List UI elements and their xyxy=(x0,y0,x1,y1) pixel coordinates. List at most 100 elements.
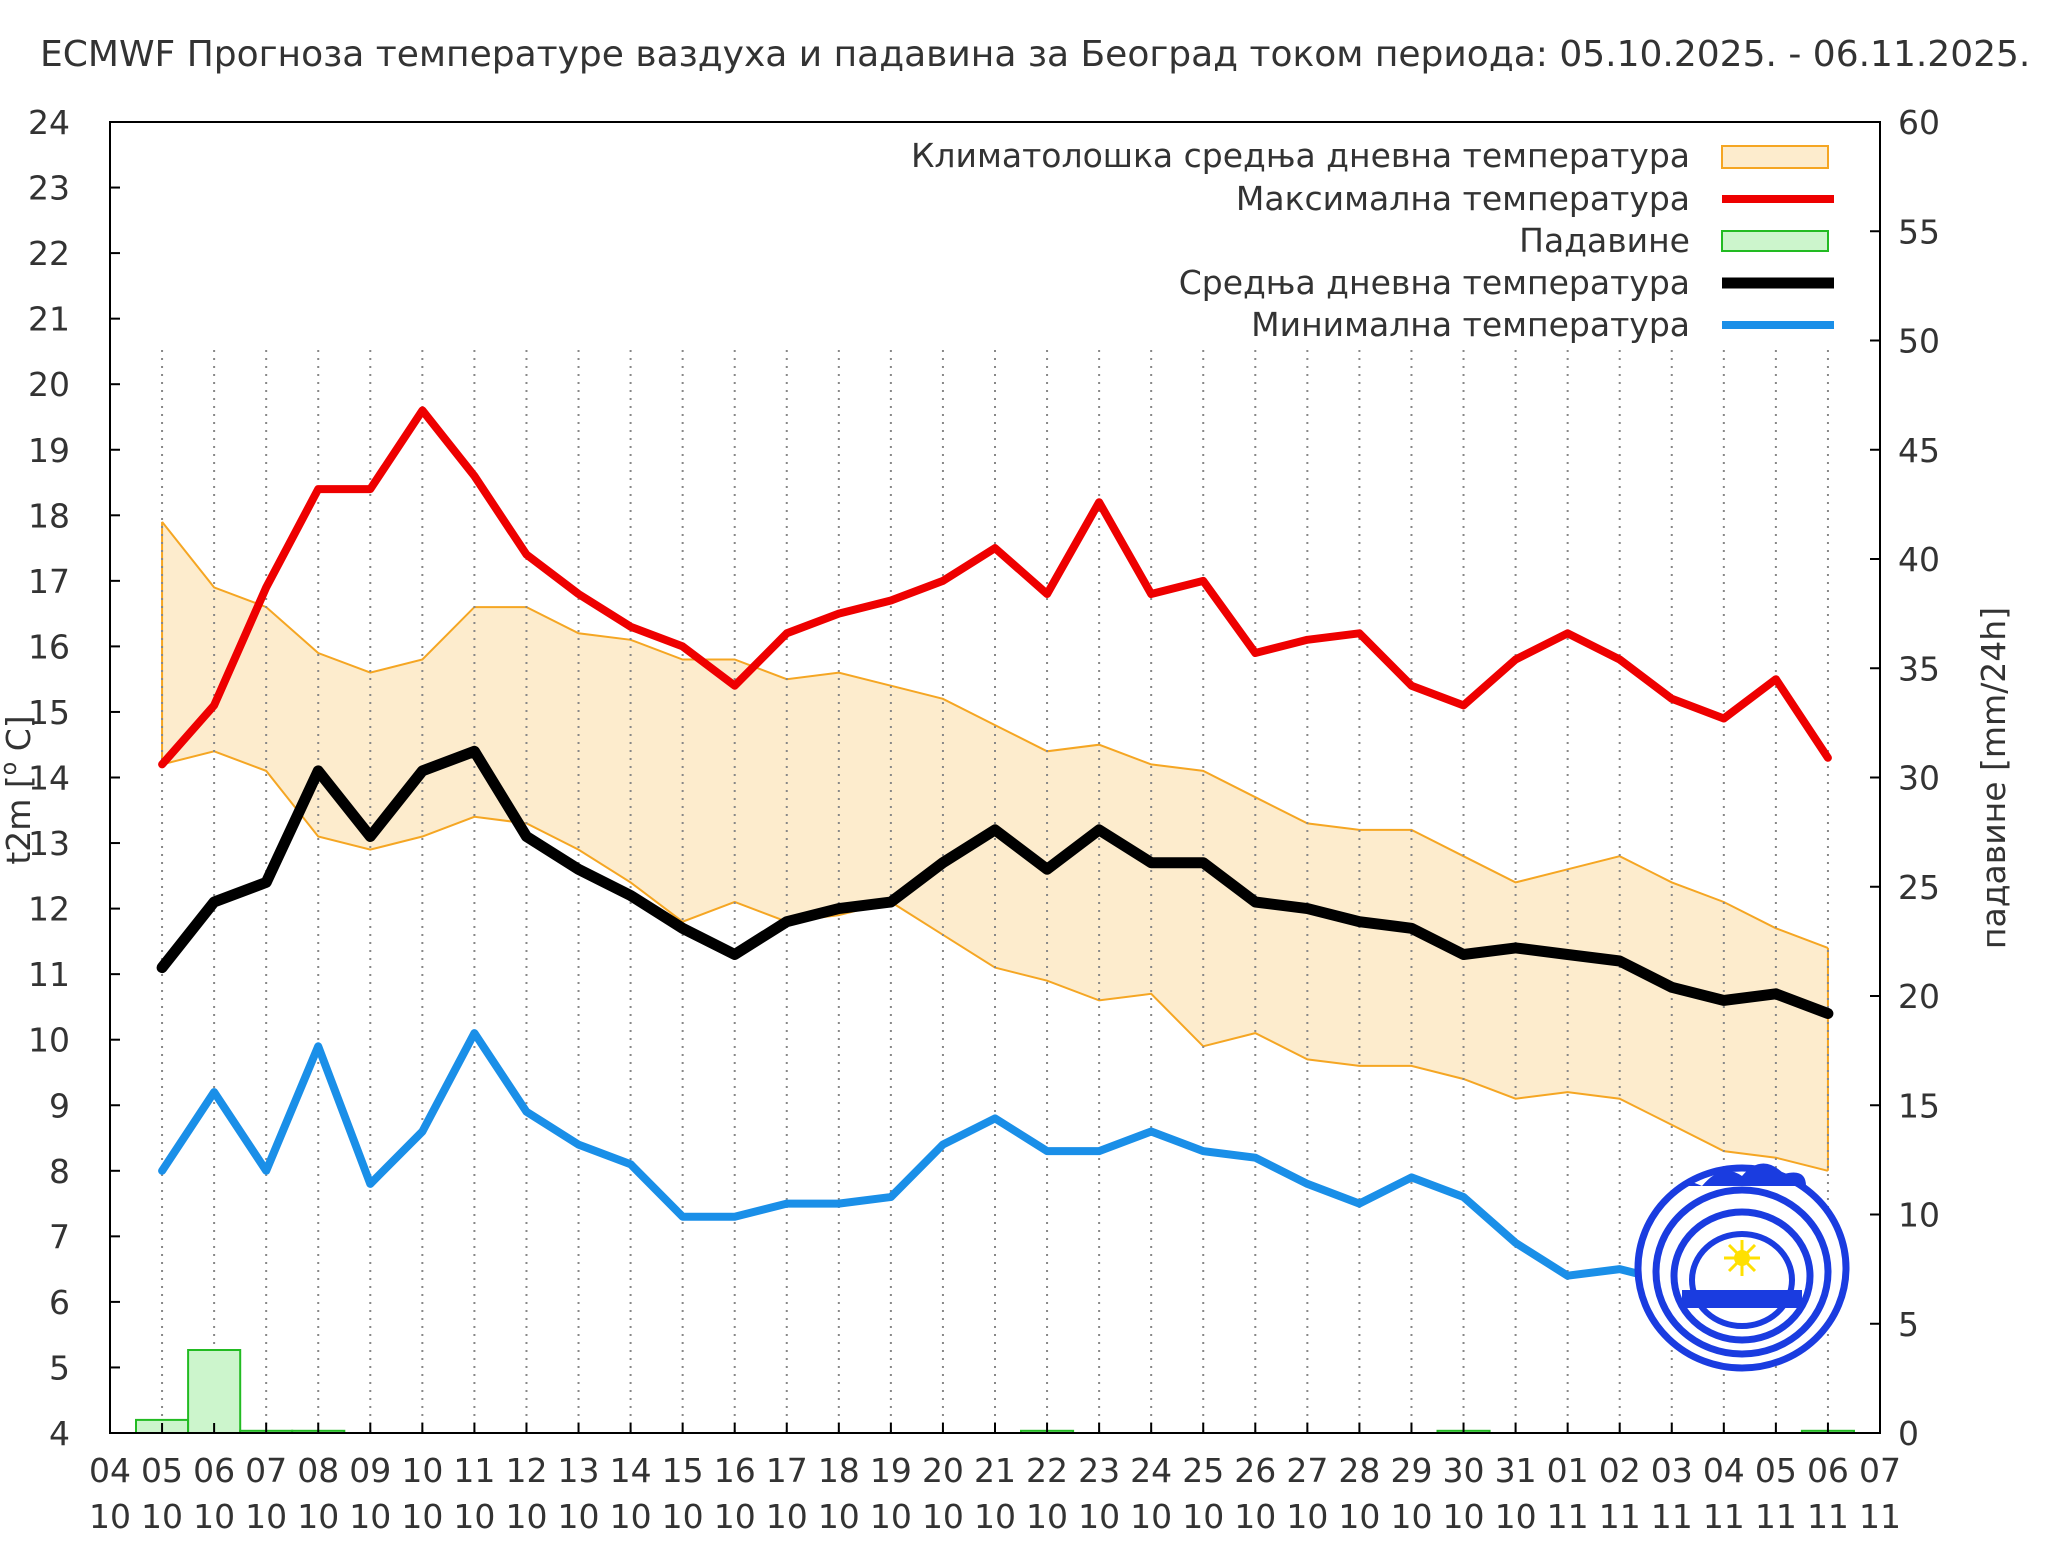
x-tick-label-month: 10 xyxy=(922,1497,964,1536)
y-tick-label: 14 xyxy=(28,759,70,798)
x-tick-label-month: 10 xyxy=(558,1497,600,1536)
x-tick-label-day: 02 xyxy=(1599,1451,1641,1490)
x-tick-label-month: 11 xyxy=(1755,1497,1797,1536)
tmax-line xyxy=(158,406,1832,769)
x-tick-label-day: 16 xyxy=(714,1451,756,1490)
left-axis: 4 5 6 7 8 9 10 11 12 13 14 15 16 17 18 19 20 21 22 23 24 xyxy=(28,103,120,1453)
x-tick-label-day: 24 xyxy=(1130,1451,1172,1490)
x-tick-label-month: 10 xyxy=(766,1497,808,1536)
y-tick-label: 10 xyxy=(28,1021,70,1060)
x-tick-label-month: 11 xyxy=(1547,1497,1589,1536)
legend-clim-label: Климатолошка средња дневна температура xyxy=(911,136,1690,175)
x-tick-label-day: 25 xyxy=(1182,1451,1224,1490)
x-tick-label-month: 10 xyxy=(349,1497,391,1536)
x-tick-label-month: 10 xyxy=(141,1497,183,1536)
x-tick-label-month: 11 xyxy=(1807,1497,1849,1536)
y-tick-label: 5 xyxy=(49,1348,70,1387)
x-tick-label-month: 11 xyxy=(1703,1497,1745,1536)
y2-tick-label: 20 xyxy=(1898,977,1940,1016)
x-tick-label-day: 04 xyxy=(1703,1451,1745,1490)
legend-clim-swatch xyxy=(1721,145,1829,169)
y-axis-label-b: C] xyxy=(0,715,38,761)
x-tick-label-day: 07 xyxy=(1859,1451,1901,1490)
x-tick-label-month: 10 xyxy=(1338,1497,1380,1536)
legend-precip-swatch xyxy=(1721,230,1829,252)
x-tick-label-month: 10 xyxy=(1182,1497,1224,1536)
x-tick-label-day: 05 xyxy=(1755,1451,1797,1490)
y-tick-label: 11 xyxy=(28,955,70,994)
x-tick-label-month: 10 xyxy=(818,1497,860,1536)
y2-tick-label: 15 xyxy=(1898,1086,1940,1125)
x-tick-label-month: 10 xyxy=(1286,1497,1328,1536)
x-tick-label-month: 10 xyxy=(1026,1497,1068,1536)
x-tick-label-day: 31 xyxy=(1495,1451,1537,1490)
x-tick-label-day: 27 xyxy=(1286,1451,1328,1490)
y-tick-label: 18 xyxy=(28,496,70,535)
y-tick-label: 22 xyxy=(28,234,70,273)
y2-tick-label: 5 xyxy=(1898,1305,1919,1344)
rhmz-logo xyxy=(1634,1163,1850,1372)
x-tick-label-month: 11 xyxy=(1651,1497,1693,1536)
y-tick-label: 8 xyxy=(49,1152,70,1191)
x-tick-label-day: 07 xyxy=(245,1451,287,1490)
y-tick-label: 7 xyxy=(49,1217,70,1256)
y2-tick-label: 10 xyxy=(1898,1196,1940,1235)
x-tick-label-month: 10 xyxy=(610,1497,652,1536)
y2-tick-label: 30 xyxy=(1898,759,1940,798)
x-tick-label-month: 11 xyxy=(1859,1497,1901,1536)
tmin-line xyxy=(158,1029,1832,1300)
x-tick-label-month: 10 xyxy=(245,1497,287,1536)
legend-tmean-label: Средња дневна температура xyxy=(1179,263,1690,302)
x-tick-label-month: 10 xyxy=(1390,1497,1432,1536)
y2-tick-label: 35 xyxy=(1898,649,1940,688)
legend: Климатолошка средња дневна температура М… xyxy=(911,136,1834,344)
y-tick-label: 15 xyxy=(28,693,70,732)
y2-tick-label: 55 xyxy=(1898,212,1940,251)
x-tick-label-day: 21 xyxy=(974,1451,1016,1490)
y-axis-label-a: t2m [ xyxy=(0,775,38,864)
x-tick-label-day: 10 xyxy=(401,1451,443,1490)
y-tick-label: 24 xyxy=(28,103,70,142)
logo-ground xyxy=(1682,1290,1802,1308)
x-tick-label-month: 10 xyxy=(1495,1497,1537,1536)
x-tick-label-day: 03 xyxy=(1651,1451,1693,1490)
y-tick-label: 21 xyxy=(28,300,70,339)
y2-tick-label: 25 xyxy=(1898,868,1940,907)
x-tick-label-day: 15 xyxy=(662,1451,704,1490)
legend-tmax-label: Максимална температура xyxy=(1236,179,1690,218)
x-tick-label-month: 10 xyxy=(1078,1497,1120,1536)
x-tick-label-day: 01 xyxy=(1547,1451,1589,1490)
y-tick-label: 19 xyxy=(28,431,70,470)
logo-ring-2 xyxy=(1652,1186,1832,1358)
x-tick-label-month: 11 xyxy=(1599,1497,1641,1536)
x-tick-label-day: 06 xyxy=(1807,1451,1849,1490)
y-axis-label-degree: o xyxy=(0,762,22,775)
y2-tick-label: 0 xyxy=(1898,1414,1919,1453)
x-tick-label-day: 06 xyxy=(193,1451,235,1490)
y2-tick-label: 40 xyxy=(1898,540,1940,579)
y-tick-label: 20 xyxy=(28,365,70,404)
x-tick-label-day: 19 xyxy=(870,1451,912,1490)
logo-sun-rays xyxy=(1724,1240,1760,1276)
tmean-line xyxy=(156,745,1834,1019)
y-tick-label: 9 xyxy=(49,1086,70,1125)
x-tick-label-month: 10 xyxy=(89,1497,131,1536)
x-tick-label-month: 10 xyxy=(1234,1497,1276,1536)
x-tick-label-day: 30 xyxy=(1443,1451,1485,1490)
x-tick-label-day: 08 xyxy=(297,1451,339,1490)
logo-ring-3 xyxy=(1670,1208,1814,1344)
y-tick-label: 13 xyxy=(28,824,70,863)
y-tick-label: 23 xyxy=(28,169,70,208)
x-tick-label-day: 09 xyxy=(349,1451,391,1490)
x-tick-label-month: 10 xyxy=(297,1497,339,1536)
x-tick-label-day: 18 xyxy=(818,1451,860,1490)
x-tick-label-month: 10 xyxy=(401,1497,443,1536)
legend-precip-label: Падавине xyxy=(1519,221,1690,260)
x-tick-label-day: 12 xyxy=(505,1451,547,1490)
x-tick-label-day: 13 xyxy=(558,1451,600,1490)
x-tick-label-month: 10 xyxy=(453,1497,495,1536)
y2-axis-label: падавине [mm/24h] xyxy=(1974,607,2013,949)
clim-upper-line xyxy=(161,521,1829,949)
y-tick-label: 17 xyxy=(28,562,70,601)
